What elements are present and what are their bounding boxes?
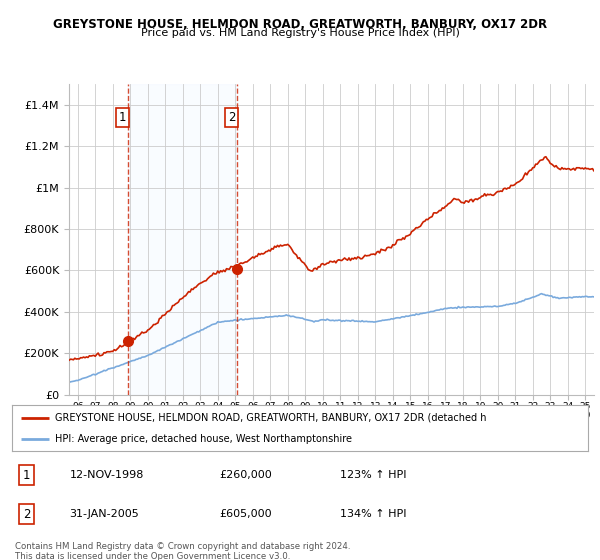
Text: 1: 1	[23, 469, 30, 482]
Text: 2: 2	[227, 111, 235, 124]
Text: GREYSTONE HOUSE, HELMDON ROAD, GREATWORTH, BANBURY, OX17 2DR: GREYSTONE HOUSE, HELMDON ROAD, GREATWORT…	[53, 18, 547, 31]
Text: Price paid vs. HM Land Registry's House Price Index (HPI): Price paid vs. HM Land Registry's House …	[140, 28, 460, 38]
Text: GREYSTONE HOUSE, HELMDON ROAD, GREATWORTH, BANBURY, OX17 2DR (detached h: GREYSTONE HOUSE, HELMDON ROAD, GREATWORT…	[55, 413, 487, 423]
Text: 123% ↑ HPI: 123% ↑ HPI	[340, 470, 407, 480]
Text: HPI: Average price, detached house, West Northamptonshire: HPI: Average price, detached house, West…	[55, 435, 352, 444]
Text: 1: 1	[119, 111, 127, 124]
Bar	[128, 84, 236, 395]
Text: £260,000: £260,000	[220, 470, 272, 480]
Text: 12-NOV-1998: 12-NOV-1998	[70, 470, 144, 480]
Text: 134% ↑ HPI: 134% ↑ HPI	[340, 510, 407, 519]
Text: £605,000: £605,000	[220, 510, 272, 519]
Text: 31-JAN-2005: 31-JAN-2005	[70, 510, 139, 519]
Text: Contains HM Land Registry data © Crown copyright and database right 2024.
This d: Contains HM Land Registry data © Crown c…	[15, 542, 350, 560]
Text: 2: 2	[23, 508, 30, 521]
